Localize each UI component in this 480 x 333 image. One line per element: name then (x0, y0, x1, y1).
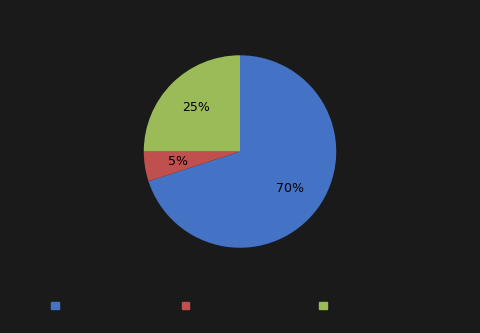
Wedge shape (144, 152, 240, 181)
Text: 25%: 25% (182, 101, 210, 114)
Text: 70%: 70% (276, 181, 304, 194)
Legend: Wages & Salaries, Employee Benefits, Operating Expenses: Wages & Salaries, Employee Benefits, Ope… (47, 297, 433, 315)
Wedge shape (148, 55, 336, 248)
Text: 5%: 5% (168, 155, 189, 168)
Wedge shape (144, 55, 240, 152)
